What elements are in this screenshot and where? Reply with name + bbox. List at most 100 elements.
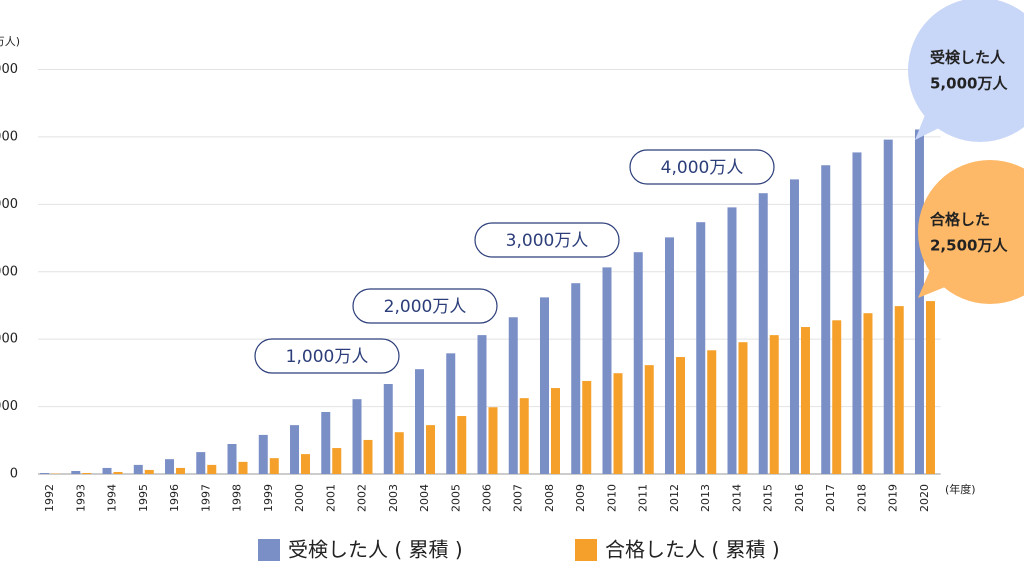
x-axis-label: (年度) [945,482,976,496]
bar [894,306,904,474]
bar [508,317,518,474]
x-tick-label: 1998 [231,484,244,512]
bar [165,459,175,474]
bar [227,443,237,474]
bar [258,434,268,474]
x-tick-label: 2016 [793,484,806,512]
callout-tail [918,270,950,298]
x-tick-label: 2011 [637,484,650,512]
milestone-pill [352,288,498,324]
callout-text: 2,500万人 [930,237,1008,255]
bar [613,373,623,474]
bar [477,335,487,474]
bar [207,464,217,474]
x-tick-label: 1992 [43,484,56,512]
milestone-pill [629,149,775,185]
bar [883,139,893,474]
bar [644,365,654,474]
legend-swatch [575,539,597,561]
legend-label: 合格した人 ( 累積 ) [605,538,780,562]
milestone-label: 2,000万人 [384,297,467,317]
bar [571,283,581,474]
bar [383,383,393,474]
x-tick-label: 2010 [605,484,618,512]
x-tick-label: 2009 [574,484,587,512]
bar [290,425,300,474]
x-tick-label: 2020 [918,484,931,512]
y-axis-label: (万人) [0,35,20,48]
bar [40,472,50,474]
bar [821,165,831,474]
bar [758,193,768,474]
callout-bubble [918,160,1024,304]
x-tick-label: 2002 [356,484,369,512]
bar [738,342,748,474]
bar [196,452,206,474]
x-tick-label: 2000 [293,484,306,512]
x-tick-label: 2019 [887,484,900,512]
bar [707,350,717,474]
x-tick-label: 2007 [512,484,525,512]
bar [394,432,404,474]
bar [789,179,799,474]
x-tick-label: 2013 [699,484,712,512]
bar [457,416,467,474]
bar [415,369,425,474]
bar [176,467,186,474]
callout-text: 5,000万人 [930,75,1008,93]
x-tick-label: 2018 [855,484,868,512]
callout-bubble [908,0,1024,142]
x-tick-label: 1999 [262,484,275,512]
y-tick-label: 2,000 [0,332,18,347]
bar [914,129,924,474]
milestone-pill [254,338,400,374]
bar [727,207,737,475]
bar [675,357,685,474]
x-tick-label: 2003 [387,484,400,512]
y-tick-label: 5,000 [0,129,18,144]
bar [863,313,873,474]
y-tick-label: 3,000 [0,264,18,279]
bar [488,407,498,474]
x-tick-label: 2005 [449,484,462,512]
x-tick-label: 2006 [481,484,494,512]
bar [519,398,529,474]
x-tick-label: 1995 [137,484,150,512]
milestone-label: 4,000万人 [661,158,744,178]
legend-swatch [258,539,280,561]
bar [102,467,112,474]
bar [769,335,779,474]
x-tick-label: 2001 [324,484,337,512]
x-tick-label: 2014 [730,484,743,512]
legend-label: 受検した人 ( 累積 ) [288,538,463,562]
x-tick-label: 1996 [168,484,181,512]
bar [113,471,123,474]
bar [550,388,560,474]
x-tick-label: 1993 [74,484,87,512]
x-tick-label: 2017 [824,484,837,512]
x-tick-label: 1997 [199,484,212,512]
y-tick-label: 1,000 [0,399,18,414]
bar [852,152,862,475]
bar [446,353,456,474]
bar [800,327,810,474]
x-tick-label: 2004 [418,484,431,512]
milestone-label: 1,000万人 [286,347,369,367]
milestone-pill [474,222,620,258]
callout-text: 受検した人 [930,49,1006,67]
bar [321,411,331,474]
bar [925,301,935,474]
bar [426,425,436,474]
bar [696,222,706,474]
bar [363,439,373,474]
milestone-label: 3,000万人 [506,231,589,251]
x-tick-label: 2012 [668,484,681,512]
x-tick-label: 2008 [543,484,556,512]
bar [238,461,248,474]
bar [144,469,154,474]
callout-text: 合格した [929,211,990,229]
x-tick-label: 2015 [762,484,775,512]
bar [332,448,342,474]
bar [133,464,143,474]
